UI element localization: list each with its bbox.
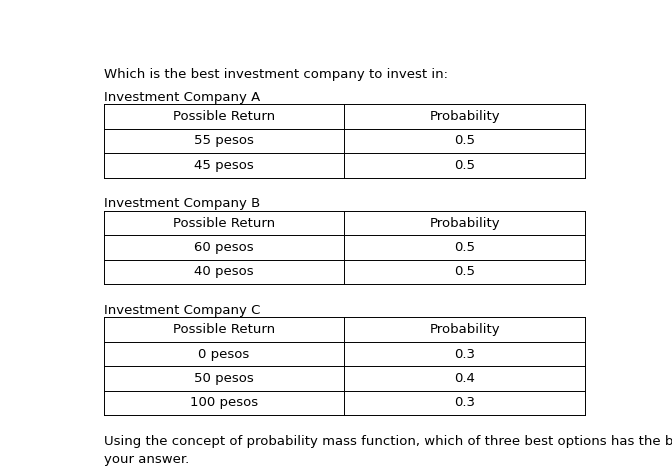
Text: 0.5: 0.5 (454, 135, 475, 147)
Text: 50 pesos: 50 pesos (194, 372, 254, 385)
Text: 45 pesos: 45 pesos (194, 159, 254, 172)
Text: 0 pesos: 0 pesos (198, 348, 250, 361)
Text: Possible Return: Possible Return (173, 323, 275, 336)
Text: 0.5: 0.5 (454, 266, 475, 278)
Text: 0.5: 0.5 (454, 159, 475, 172)
Text: 60 pesos: 60 pesos (194, 241, 254, 254)
Text: Possible Return: Possible Return (173, 217, 275, 230)
Text: Probability: Probability (429, 323, 500, 336)
Text: Probability: Probability (429, 217, 500, 230)
Text: Which is the best investment company to invest in:: Which is the best investment company to … (103, 69, 448, 82)
Text: Investment Company B: Investment Company B (103, 197, 260, 210)
Text: 0.5: 0.5 (454, 241, 475, 254)
Text: Investment Company C: Investment Company C (103, 304, 260, 317)
Text: 40 pesos: 40 pesos (194, 266, 254, 278)
Text: 0.3: 0.3 (454, 397, 475, 410)
Text: Possible Return: Possible Return (173, 110, 275, 123)
Text: Probability: Probability (429, 110, 500, 123)
Text: 0.4: 0.4 (454, 372, 475, 385)
Text: 100 pesos: 100 pesos (190, 397, 258, 410)
Text: 55 pesos: 55 pesos (194, 135, 254, 147)
Text: your answer.: your answer. (103, 453, 189, 466)
Text: Using the concept of probability mass function, which of three best options has : Using the concept of probability mass fu… (103, 435, 672, 448)
Text: 0.3: 0.3 (454, 348, 475, 361)
Text: Investment Company A: Investment Company A (103, 91, 260, 104)
